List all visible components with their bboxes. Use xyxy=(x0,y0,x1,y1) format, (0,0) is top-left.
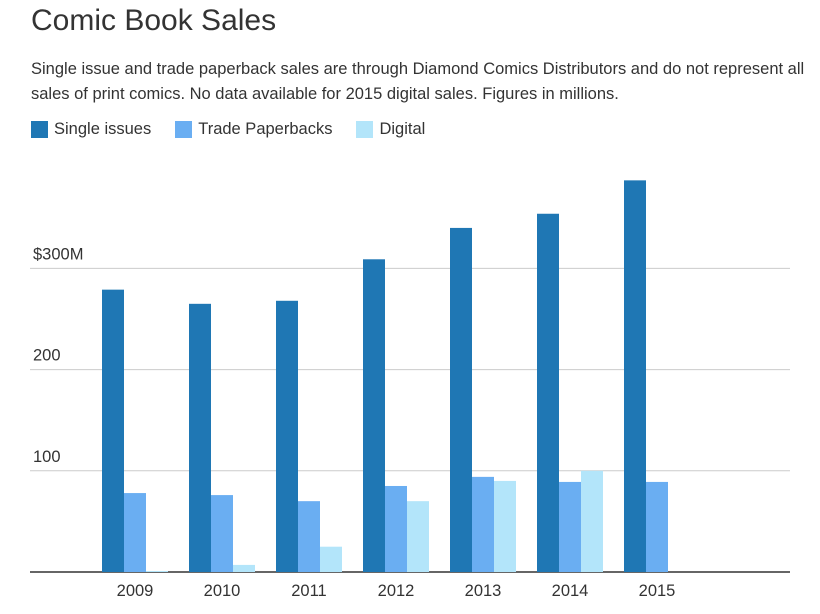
chart-subtitle: Single issue and trade paperback sales a… xyxy=(31,60,805,103)
x-tick-label: 2010 xyxy=(204,582,241,600)
legend: Single issues Trade Paperbacks Digital xyxy=(31,120,449,139)
legend-swatch-trade-paperbacks xyxy=(175,121,193,138)
x-tick-label: 2014 xyxy=(552,582,589,600)
legend-label-single-issues: Single issues xyxy=(54,120,152,138)
bar-single-issues-2009 xyxy=(102,289,124,572)
bar-trade-paperbacks-2012 xyxy=(385,485,407,572)
y-tick-label: 200 xyxy=(33,347,61,365)
y-tick-label: $300M xyxy=(33,245,83,263)
bar-digital-2013 xyxy=(494,480,516,572)
bar-digital-2011 xyxy=(320,546,342,572)
bar-digital-2014 xyxy=(581,470,603,572)
x-tick-label: 2013 xyxy=(465,582,502,600)
legend-swatch-digital xyxy=(356,121,374,138)
legend-item-digital: Digital xyxy=(356,120,425,139)
bar-digital-2012 xyxy=(407,501,429,572)
legend-item-single-issues: Single issues xyxy=(31,120,151,139)
legend-label-digital: Digital xyxy=(379,120,426,138)
bar-single-issues-2013 xyxy=(450,227,472,573)
bar-trade-paperbacks-2015 xyxy=(646,481,668,572)
y-tick-label: 100 xyxy=(33,448,61,466)
bar-single-issues-2010 xyxy=(189,303,211,572)
bar-trade-paperbacks-2010 xyxy=(211,495,233,572)
legend-label-trade-paperbacks: Trade Paperbacks xyxy=(198,120,333,138)
bar-trade-paperbacks-2009 xyxy=(124,493,146,572)
x-tick-label: 2009 xyxy=(117,582,154,600)
bar-trade-paperbacks-2011 xyxy=(298,501,320,572)
legend-swatch-single-issues xyxy=(31,121,48,138)
legend-item-trade-paperbacks: Trade Paperbacks xyxy=(175,120,332,139)
bar-digital-2009 xyxy=(146,570,168,572)
bar-trade-paperbacks-2014 xyxy=(559,481,581,572)
x-tick-label: 2012 xyxy=(378,582,415,600)
bar-single-issues-2012 xyxy=(363,259,385,572)
bar-single-issues-2015 xyxy=(624,180,646,572)
bar-single-issues-2014 xyxy=(537,213,559,572)
chart-title: Comic Book Sales xyxy=(31,4,277,37)
x-tick-label: 2015 xyxy=(639,582,676,600)
bar-trade-paperbacks-2013 xyxy=(472,476,494,572)
bar-digital-2010 xyxy=(233,564,255,572)
bar-single-issues-2011 xyxy=(276,300,298,572)
x-tick-label: 2011 xyxy=(291,582,326,600)
